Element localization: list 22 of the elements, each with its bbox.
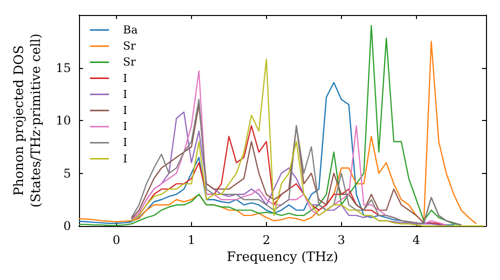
y-tick-label: 5: [63, 166, 71, 180]
y-tick-label: 0: [63, 219, 71, 233]
x-tick-label: 2: [262, 233, 270, 247]
legend-label: Sr: [123, 40, 137, 53]
y-tick-label: 15: [56, 60, 71, 75]
legend-label: I: [123, 120, 128, 134]
line-series: [78, 82, 454, 226]
legend-label: I: [123, 104, 128, 117]
legend-label: I: [123, 152, 128, 166]
x-tick-label: 4: [412, 233, 420, 247]
x-tick-label: 1: [188, 233, 196, 247]
legend-label: Ba: [123, 24, 138, 36]
legend-label: I: [123, 88, 128, 101]
y-tick-label: 10: [56, 114, 71, 128]
legend-label: I: [123, 72, 128, 85]
line-series: [130, 70, 447, 226]
x-axis-title: Frequency (THz): [226, 250, 338, 265]
y-axis-title: Phonon projected DOS (States/THz·primitive cell): [12, 33, 44, 208]
x-tick-label: 3: [338, 233, 346, 247]
x-tick-label: 0: [112, 233, 120, 247]
legend-label: I: [123, 136, 128, 150]
legend-label: Sr: [123, 56, 137, 69]
